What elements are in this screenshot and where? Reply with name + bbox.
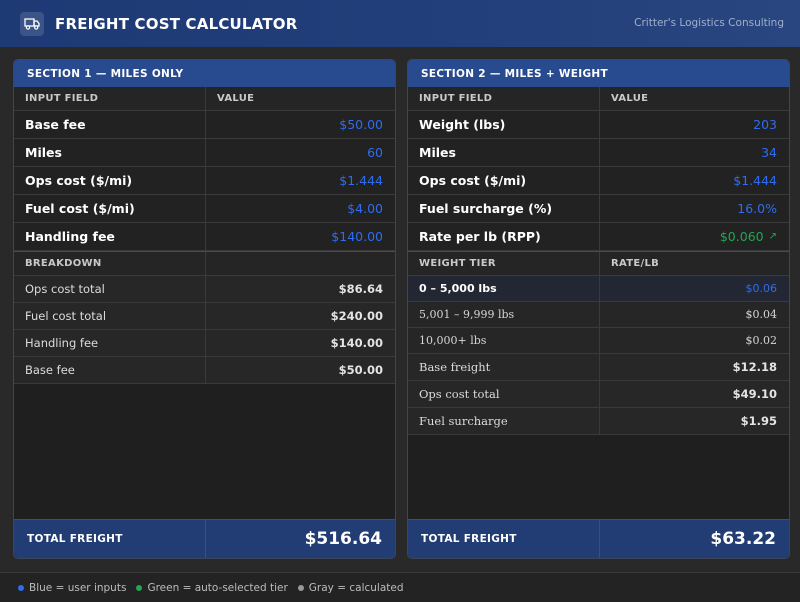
handling-fee-input[interactable]: $140.00 — [331, 229, 383, 244]
legend-item-green: Green = auto-selected tier — [136, 581, 288, 594]
weight-input[interactable]: 203 — [753, 117, 777, 132]
legend-text: Gray = calculated — [308, 581, 404, 594]
input-label: Rate per lb (RPP) — [408, 223, 600, 250]
tier-label: 10,000+ lbs — [408, 328, 600, 353]
tier-row-selected[interactable]: 0 – 5,000 lbs $0.06 — [408, 276, 789, 302]
weight-tier-header: WEIGHT TIER RATE/LB — [408, 251, 789, 276]
gray-dot-icon — [297, 584, 304, 591]
calculated-row: Fuel surcharge $1.95 — [408, 408, 789, 435]
fuel-cost-input[interactable]: $4.00 — [347, 201, 383, 216]
total-label: TOTAL FREIGHT — [14, 520, 206, 558]
tier-rate: $0.02 — [745, 334, 778, 347]
input-label: Ops cost ($/mi) — [408, 167, 600, 194]
section1-panel: SECTION 1 — MILES ONLY INPUT FIELD VALUE… — [13, 59, 396, 559]
calculated-row-label: Fuel surcharge — [408, 408, 600, 434]
section2-total-bar: TOTAL FREIGHT $63.22 — [408, 519, 789, 558]
truck-icon — [20, 11, 44, 36]
breakdown-header: BREAKDOWN — [14, 251, 395, 276]
breakdown-row-value: $86.64 — [338, 282, 383, 296]
calculated-row-value: $1.95 — [740, 414, 777, 428]
breakdown-row: Fuel cost total $240.00 — [14, 303, 395, 330]
input-label: Ops cost ($/mi) — [14, 167, 206, 194]
legend-item-blue: Blue = user inputs — [18, 582, 126, 594]
company-name: Critter's Logistics Consulting — [634, 17, 784, 29]
input-label: Fuel surcharge (%) — [408, 195, 600, 222]
breakdown-row-label: Base fee — [14, 357, 206, 383]
app-title: FREIGHT COST CALCULATOR — [55, 14, 298, 33]
breakdown-row-label: Ops cost total — [14, 276, 206, 302]
breakdown-row-value: $140.00 — [330, 336, 383, 350]
tier-row[interactable]: 5,001 – 9,999 lbs $0.04 — [408, 302, 789, 328]
breakdown-label: BREAKDOWN — [14, 252, 206, 275]
ops-cost-input[interactable]: $1.444 — [733, 173, 777, 188]
calculated-row-value: $12.18 — [732, 360, 777, 374]
value-column-label: VALUE — [217, 93, 255, 104]
calculated-row-label: Ops cost total — [408, 381, 600, 407]
section1-column-header: INPUT FIELD VALUE — [14, 87, 395, 111]
input-row-ops-cost: Ops cost ($/mi) $1.444 — [408, 167, 789, 195]
total-value: $63.22 — [710, 529, 776, 549]
tier-label: 0 – 5,000 lbs — [408, 276, 600, 301]
legend-item-gray: Gray = calculated — [297, 581, 404, 594]
input-row-miles: Miles 34 — [408, 139, 789, 167]
fuel-surcharge-input[interactable]: 16.0% — [737, 201, 777, 216]
section1-title: SECTION 1 — MILES ONLY — [14, 60, 395, 87]
calculated-row-value: $49.10 — [732, 387, 777, 401]
input-row-miles: Miles 60 — [14, 139, 395, 167]
calculated-row-label: Base freight — [408, 354, 600, 380]
input-label: Miles — [14, 139, 206, 166]
ops-cost-input[interactable]: $1.444 — [339, 173, 383, 188]
green-dot-icon — [136, 584, 143, 591]
input-row-weight: Weight (lbs) 203 — [408, 111, 789, 139]
input-label: Handling fee — [14, 223, 206, 250]
input-row-base-fee: Base fee $50.00 — [14, 111, 395, 139]
tier-label: 5,001 – 9,999 lbs — [408, 302, 600, 327]
breakdown-row-label: Fuel cost total — [14, 303, 206, 329]
breakdown-row: Base fee $50.00 — [14, 357, 395, 384]
input-label: Miles — [408, 139, 600, 166]
breakdown-row-value: $240.00 — [330, 309, 383, 323]
breakdown-row: Handling fee $140.00 — [14, 330, 395, 357]
base-fee-input[interactable]: $50.00 — [339, 117, 383, 132]
rate-per-lb-value: $0.060 ↗ — [600, 223, 789, 250]
app-header: FREIGHT COST CALCULATOR Critter's Logist… — [0, 0, 800, 47]
total-value: $516.64 — [304, 529, 382, 549]
input-row-ops-cost: Ops cost ($/mi) $1.444 — [14, 167, 395, 195]
section2-column-header: INPUT FIELD VALUE — [408, 87, 789, 111]
input-row-fuel-cost: Fuel cost ($/mi) $4.00 — [14, 195, 395, 223]
input-label: Base fee — [14, 111, 206, 138]
value-column-label: VALUE — [611, 93, 649, 104]
tier-rate: $0.06 — [745, 282, 778, 295]
input-label: Fuel cost ($/mi) — [14, 195, 206, 222]
breakdown-row-value: $50.00 — [338, 363, 383, 377]
input-row-rate-per-lb: Rate per lb (RPP) $0.060 ↗ — [408, 223, 789, 251]
input-row-handling-fee: Handling fee $140.00 — [14, 223, 395, 251]
calculated-row: Ops cost total $49.10 — [408, 381, 789, 408]
section1-total-bar: TOTAL FREIGHT $516.64 — [14, 519, 395, 558]
input-field-column-label: INPUT FIELD — [408, 87, 600, 110]
total-label: TOTAL FREIGHT — [408, 520, 600, 558]
section2-title: SECTION 2 — MILES + WEIGHT — [408, 60, 789, 87]
blue-dot-icon — [18, 584, 24, 591]
weight-tier-column-label: WEIGHT TIER — [408, 252, 600, 275]
miles-input[interactable]: 34 — [761, 145, 777, 160]
legend-text: Blue = user inputs — [29, 581, 127, 594]
tier-row[interactable]: 10,000+ lbs $0.02 — [408, 328, 789, 354]
rate-column-label: RATE/LB — [611, 258, 660, 269]
calculated-row: Base freight $12.18 — [408, 354, 789, 381]
input-label: Weight (lbs) — [408, 111, 600, 138]
input-row-fuel-surcharge: Fuel surcharge (%) 16.0% — [408, 195, 789, 223]
legend-text: Green = auto-selected tier — [147, 581, 288, 594]
trend-up-icon: ↗ — [768, 231, 777, 242]
input-field-column-label: INPUT FIELD — [14, 87, 206, 110]
legend-bar: Blue = user inputs Green = auto-selected… — [0, 572, 800, 602]
tier-rate: $0.04 — [745, 308, 778, 321]
breakdown-row: Ops cost total $86.64 — [14, 276, 395, 303]
breakdown-row-label: Handling fee — [14, 330, 206, 356]
section2-panel: SECTION 2 — MILES + WEIGHT INPUT FIELD V… — [407, 59, 790, 559]
rate-per-lb-text: $0.060 — [719, 229, 764, 244]
miles-input[interactable]: 60 — [367, 145, 383, 160]
